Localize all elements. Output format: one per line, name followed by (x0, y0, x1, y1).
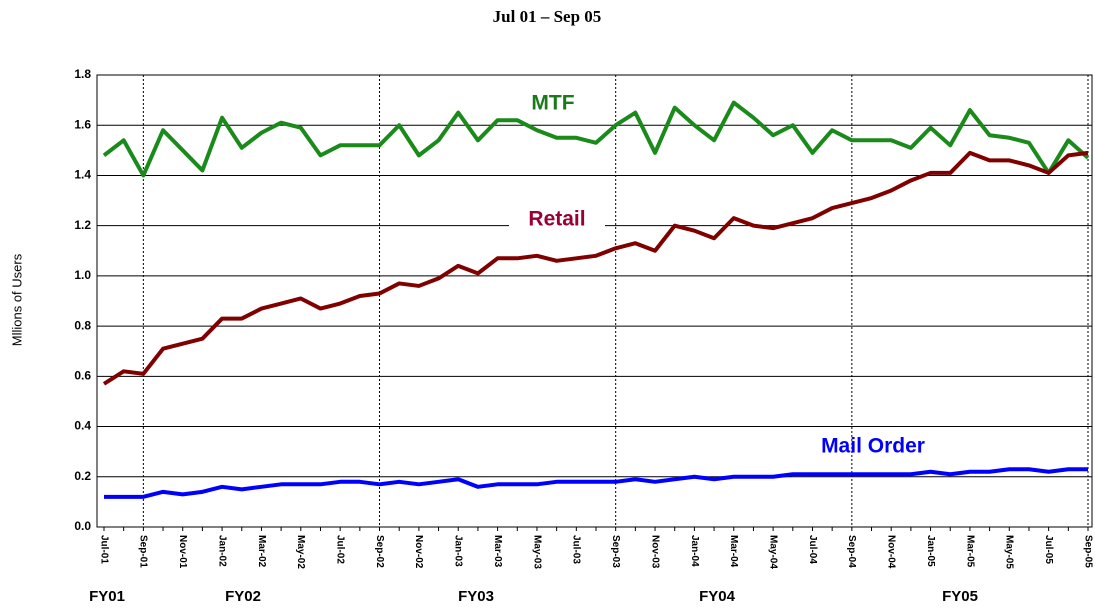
x-tick-label: Jul-02 (335, 535, 346, 564)
fiscal-year-label: FY03 (458, 588, 494, 605)
x-tick-label: Mar-04 (728, 535, 739, 568)
plot-frame (96, 74, 1093, 528)
x-tick-label: May-02 (295, 535, 306, 569)
x-tick-label: Mar-02 (256, 535, 267, 568)
x-tick-label: Jan-04 (689, 535, 700, 567)
x-tick-label: Sep-04 (846, 535, 857, 568)
x-tick-label: Sep-01 (138, 535, 149, 568)
x-tick-label: Jul-01 (98, 535, 109, 564)
x-tick-label: Jan-03 (453, 535, 464, 567)
y-tick-label: 1.4 (74, 168, 91, 182)
fiscal-year-label: FY02 (225, 588, 261, 605)
fiscal-year-label: FY05 (942, 588, 978, 605)
series-label: MTF (531, 92, 574, 115)
y-tick-label: 0.6 (74, 369, 91, 383)
y-tick-label: 1.6 (74, 117, 91, 131)
label-bg (509, 206, 605, 234)
chart-title: Jul 01 – Sep 05 (493, 7, 602, 26)
x-tick-label: Jul-05 (1043, 535, 1054, 564)
x-tick-label: Sep-05 (1082, 535, 1093, 568)
y-tick-label: 1.8 (74, 67, 91, 81)
series-line (104, 467, 1088, 499)
x-tick-label: Mar-03 (492, 535, 503, 568)
x-tick-label: Jul-04 (807, 535, 818, 564)
y-tick-label: 0.2 (74, 469, 91, 483)
fiscal-year-label: FY04 (699, 588, 736, 605)
x-tick-label: Jan-05 (925, 535, 936, 567)
y-tick-label: 1.2 (74, 218, 91, 232)
series-line (102, 150, 1089, 386)
x-tick-label: Mar-05 (964, 535, 975, 568)
x-tick-label: Nov-02 (413, 535, 424, 569)
x-tick-label: Nov-01 (177, 535, 188, 569)
x-tick-label: Sep-02 (374, 535, 385, 568)
y-tick-label: 0.4 (74, 419, 91, 433)
series-label: Mail Order (821, 435, 925, 458)
x-tick-label: Sep-03 (610, 535, 621, 568)
series-line (102, 100, 1090, 178)
series-label: Retail (528, 208, 585, 231)
y-tick-label: 1.0 (74, 268, 91, 282)
y-tick-label: 0.8 (74, 318, 91, 332)
x-tick-label: Nov-03 (649, 535, 660, 569)
x-tick-label: May-03 (531, 535, 542, 569)
y-axis-label: Mllions of Users (9, 253, 24, 346)
x-tick-label: May-05 (1004, 535, 1015, 569)
x-tick-label: Jul-03 (571, 535, 582, 564)
y-tick-label: 0.0 (74, 519, 91, 533)
x-tick-label: Nov-04 (886, 535, 897, 569)
x-tick-label: Jan-02 (216, 535, 227, 567)
x-tick-label: May-04 (767, 535, 778, 569)
fiscal-year-label: FY01 (89, 588, 125, 605)
